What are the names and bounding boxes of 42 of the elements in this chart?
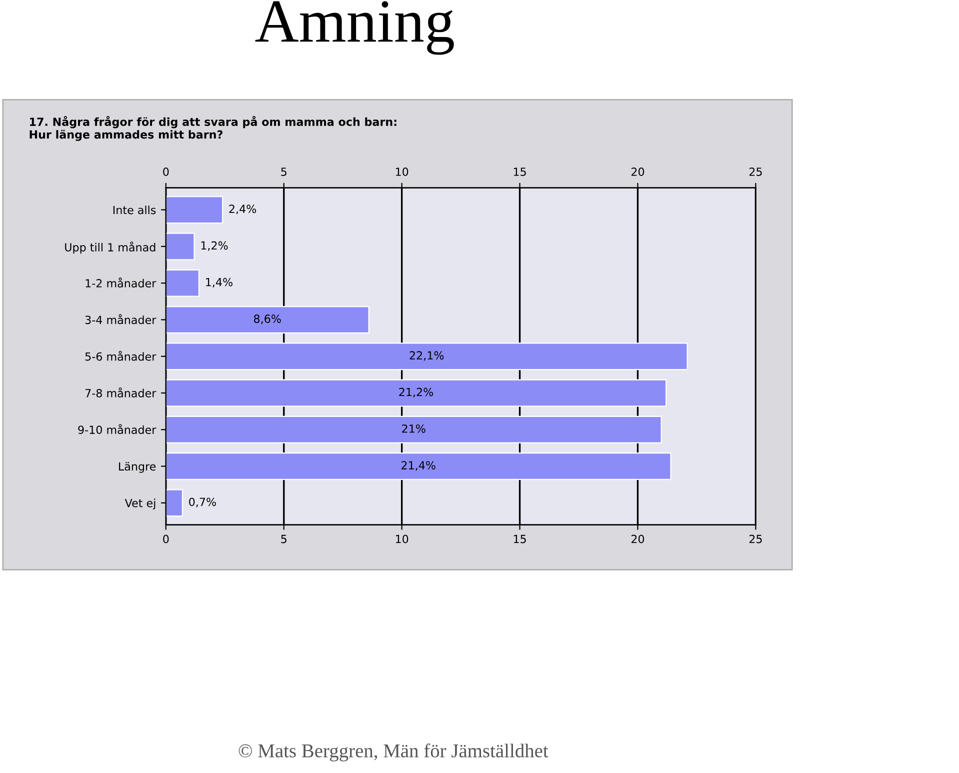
- bar: [166, 232, 195, 260]
- bar: [166, 269, 200, 297]
- bar: [166, 306, 370, 334]
- x2-tick-label: 25: [749, 168, 762, 176]
- data-label: 22,1%: [410, 351, 444, 361]
- x2-tick-label: 20: [631, 168, 644, 176]
- data-label: 8,6%: [254, 314, 281, 324]
- y-tick-label: 5-6 månader: [85, 350, 156, 361]
- x-tick-label: 10: [396, 534, 408, 544]
- data-label: 21%: [402, 424, 426, 433]
- x-tick-label: 20: [631, 534, 644, 544]
- bar: [166, 342, 688, 370]
- data-label: 21,4%: [402, 461, 436, 471]
- y-tick-label: 9-10 månader: [78, 424, 156, 434]
- data-label: 0,7%: [189, 498, 216, 508]
- y-tick-label: Upp till 1 månad: [65, 242, 156, 254]
- y-tick-label: Vet ej: [124, 498, 156, 510]
- data-label: 1,4%: [206, 278, 232, 288]
- x2-tick-label: 15: [514, 168, 526, 176]
- bar: [166, 452, 672, 480]
- x2-tick-label: 5: [281, 168, 286, 176]
- bar: [166, 489, 183, 517]
- data-label: 1,2%: [201, 241, 228, 251]
- y-tick-label: 7-8 månader: [85, 387, 156, 398]
- x-tick-label: 0: [163, 534, 169, 544]
- bar: [166, 196, 224, 224]
- x-tick-label: 15: [514, 534, 526, 544]
- bar: [166, 416, 662, 444]
- x2-tick-label: 10: [396, 168, 408, 176]
- x-tick-label: 25: [749, 534, 762, 544]
- y-tick-label: Inte alls: [113, 206, 156, 214]
- x2-tick-label: 0: [163, 168, 169, 176]
- chart-subtitle: 17. Några frågor för dig att svara på om mamma och barn: Hur länge ammades mitt barn?: [30, 116, 396, 141]
- text: © Mats Berggren, Män för Jämställdhet: [238, 744, 548, 762]
- y-tick-label: 3-4 månader: [85, 314, 156, 324]
- data-label: 21,2%: [399, 388, 434, 398]
- chart-title: Amning: [255, 1, 454, 55]
- y-tick-label: 1-2 månader: [86, 278, 156, 288]
- bar: [166, 379, 667, 407]
- y-tick-label: Längre: [119, 462, 156, 473]
- data-label: 2,4%: [229, 204, 256, 214]
- x-tick-label: 5: [281, 534, 286, 544]
